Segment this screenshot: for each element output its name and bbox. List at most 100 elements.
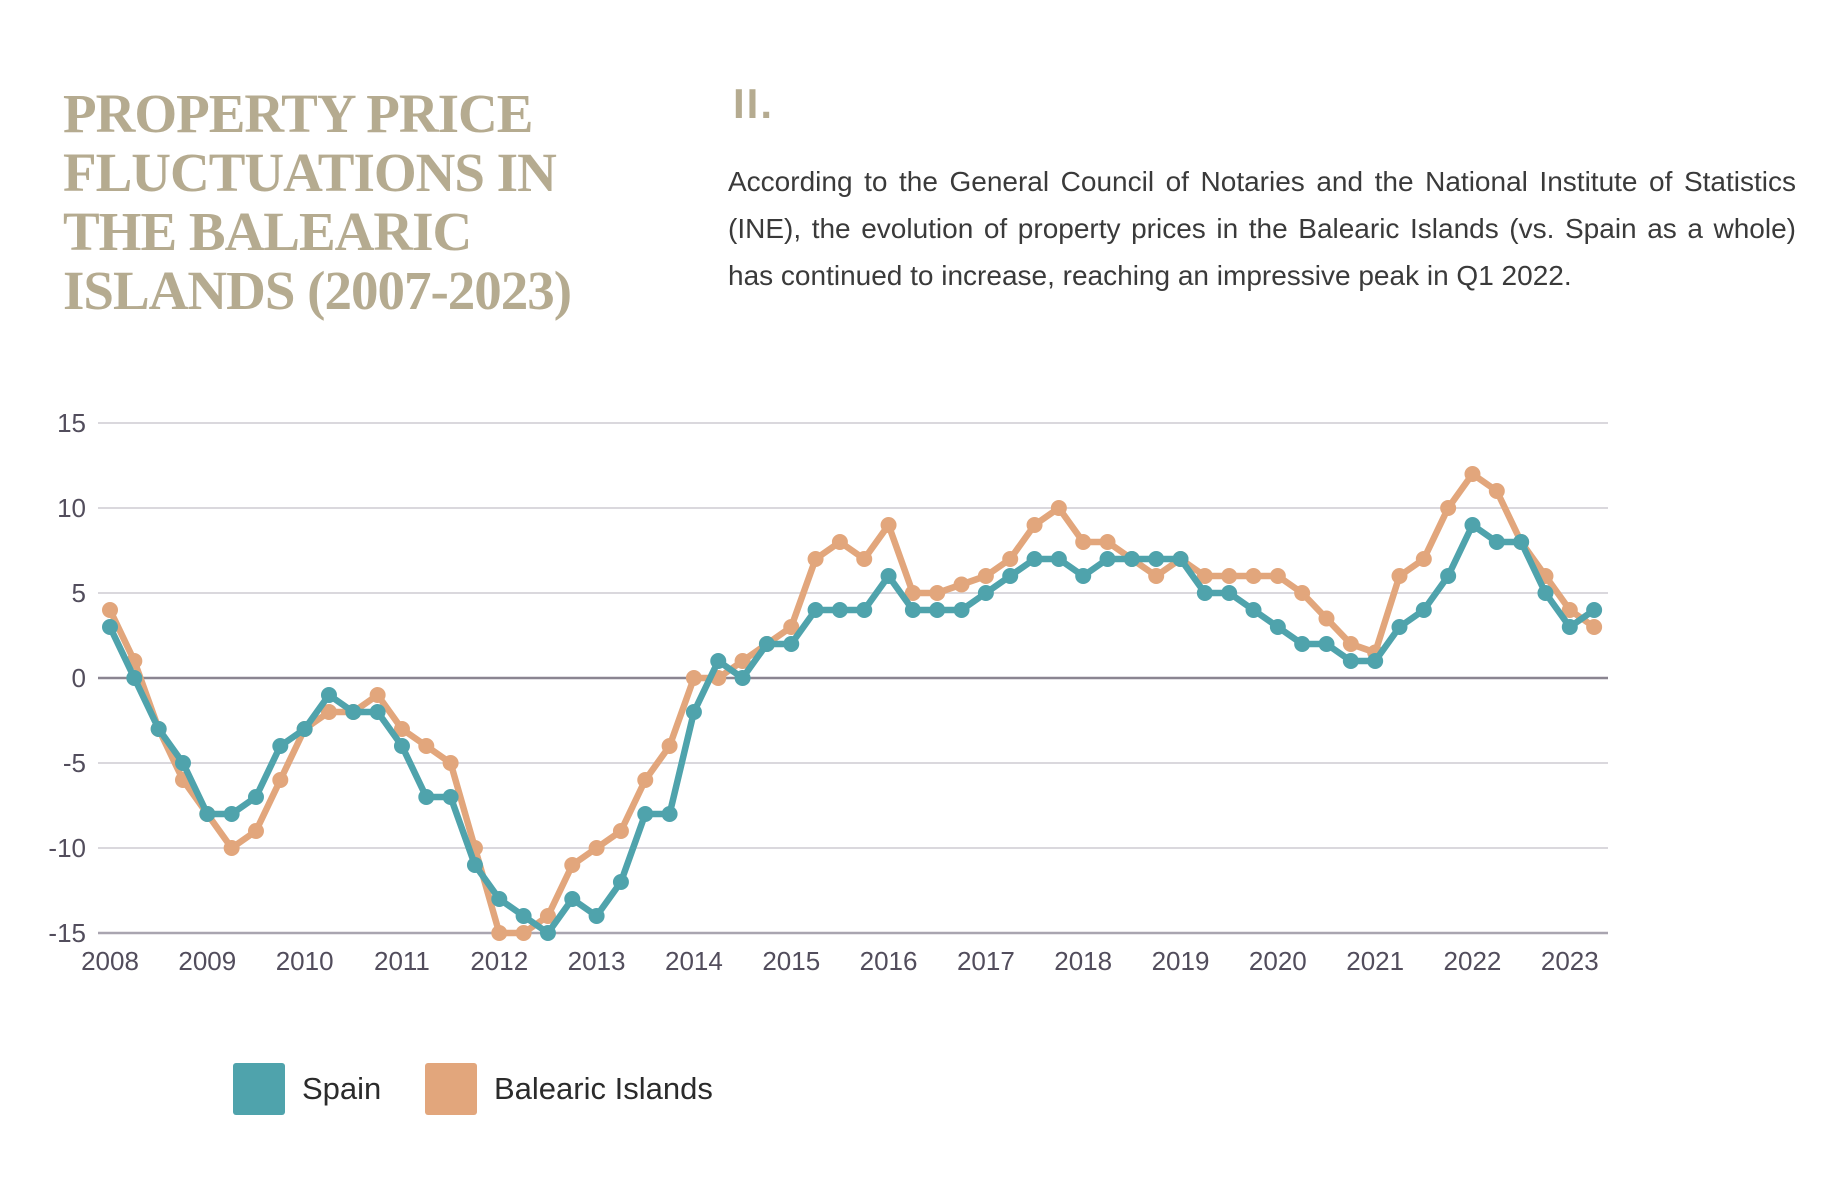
data-point-balearic-islands [1440,500,1457,516]
data-point-balearic-islands [856,551,873,567]
data-point-balearic-islands [1561,602,1578,618]
data-point-spain [612,874,629,890]
data-point-spain [1002,568,1019,584]
data-point-spain [1391,619,1408,635]
data-point-spain [1488,534,1505,550]
section-number: II. [733,80,775,127]
data-point-balearic-islands [1196,568,1213,584]
y-axis-tick-label: -10 [48,833,86,863]
data-point-spain [1513,534,1530,550]
data-point-balearic-islands [418,738,435,754]
data-point-spain [904,602,921,618]
data-point-spain [345,704,362,720]
data-point-balearic-islands [1415,551,1432,567]
data-point-balearic-islands [1391,568,1408,584]
data-point-balearic-islands [1099,534,1116,550]
data-point-spain [466,857,483,873]
data-point-balearic-islands [734,653,751,669]
data-point-spain [1148,551,1165,567]
data-point-spain [856,602,873,618]
data-point-balearic-islands [1294,585,1311,601]
data-point-spain [272,738,289,754]
property-price-line-chart: 15 10 5 0 -5 -10 -15 2008 2009 2010 2011 2012 2013 20… [0,370,1824,1010]
x-axis-tick-label: 2017 [957,946,1015,976]
data-point-spain [1586,602,1603,618]
y-axis-tick-label: 0 [72,663,86,693]
legend-label: Balearic Islands [494,1071,713,1106]
x-axis-tick-label: 2010 [276,946,334,976]
data-point-spain [807,602,824,618]
legend-item-spain: Spain [233,1063,381,1115]
data-point-spain [953,602,970,618]
data-point-spain [174,755,191,771]
data-point-spain [685,704,702,720]
data-point-balearic-islands [685,670,702,686]
x-axis-tick-label: 2023 [1541,946,1599,976]
y-axis-tick-label: 10 [57,493,86,523]
data-point-balearic-islands [612,823,629,839]
x-axis-tick-label: 2012 [470,946,528,976]
data-point-spain [831,602,848,618]
data-point-balearic-islands [102,602,118,618]
series-line-spain [106,521,1598,937]
data-point-spain [491,891,508,907]
y-axis-tick-label: 5 [72,578,86,608]
data-point-spain [418,789,435,805]
data-point-balearic-islands [661,738,678,754]
chart-legend: Spain Balearic Islands [0,1063,1824,1119]
data-point-spain [1026,551,1043,567]
data-point-spain [637,806,654,822]
legend-swatch-balearic-islands [425,1063,477,1115]
data-point-balearic-islands [393,721,410,737]
data-point-spain [1561,619,1578,635]
data-point-balearic-islands [1002,551,1019,567]
data-point-spain [661,806,678,822]
data-point-balearic-islands [977,568,994,584]
data-point-spain [1294,636,1311,652]
x-axis-tick-label: 2021 [1346,946,1404,976]
data-point-balearic-islands [223,840,240,856]
x-axis-tick-label: 2013 [568,946,626,976]
data-point-spain [102,619,118,635]
data-point-spain [1342,653,1359,669]
data-point-balearic-islands [1075,534,1092,550]
x-axis-tick-label: 2011 [374,946,430,976]
page-title-line: THE BALEARIC [63,201,472,262]
data-point-balearic-islands [1050,500,1067,516]
data-point-spain [1464,517,1481,533]
data-point-balearic-islands [1221,568,1238,584]
x-axis-tick-label: 2016 [860,946,918,976]
data-point-spain [126,670,143,686]
data-point-balearic-islands [929,585,946,601]
data-point-spain [150,721,167,737]
x-axis-tick-label: 2022 [1444,946,1502,976]
data-point-balearic-islands [1245,568,1262,584]
data-point-spain [734,670,751,686]
data-point-spain [1172,551,1189,567]
data-point-balearic-islands [1318,610,1335,627]
data-point-spain [1269,619,1286,635]
x-axis-tick-label: 2015 [762,946,820,976]
data-point-spain [977,585,994,601]
data-point-spain [1440,568,1457,584]
data-point-balearic-islands [588,840,605,856]
page-title-line: FLUCTUATIONS IN [63,142,557,203]
data-point-balearic-islands [637,772,654,788]
x-axis-tick-label: 2020 [1249,946,1307,976]
data-point-spain [320,687,337,703]
data-point-balearic-islands [247,823,264,839]
data-point-spain [1196,585,1213,601]
data-point-balearic-islands [1148,568,1165,584]
y-axis-tick-label: -5 [63,748,86,778]
data-point-balearic-islands [831,534,848,550]
data-point-spain [1075,568,1092,584]
intro-paragraph: According to the General Council of Nota… [728,166,1796,291]
data-point-balearic-islands [783,619,800,635]
data-point-spain [783,636,800,652]
legend-label: Spain [302,1071,382,1106]
x-axis-tick-label: 2014 [665,946,723,976]
data-point-spain [564,891,581,907]
data-point-balearic-islands [904,585,921,601]
